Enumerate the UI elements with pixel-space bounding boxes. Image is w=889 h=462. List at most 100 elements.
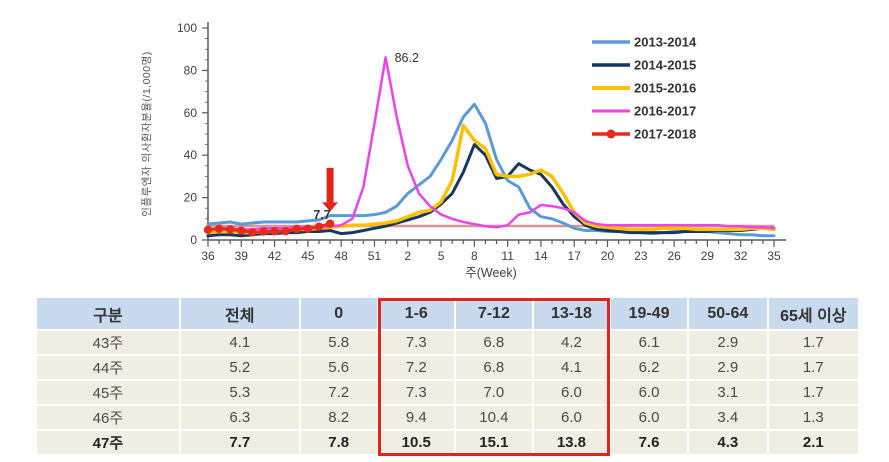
column-header: 1-6 xyxy=(377,298,456,331)
table-cell: 6.0 xyxy=(532,405,612,431)
column-header: 7-12 xyxy=(454,298,534,331)
legend-label: 2014-2015 xyxy=(634,58,696,73)
column-header: 13-18 xyxy=(532,298,612,331)
table-cell: 1.7 xyxy=(767,380,858,406)
ili-weekly-chart: 0 20 40 60 80 100 36 39 42 45 48 51 2 5 8 11 14 17 20 23 26 2… xyxy=(130,6,830,294)
column-header: 0 xyxy=(299,298,379,331)
x-tick-label: 45 xyxy=(301,249,315,263)
y-tick-label: 80 xyxy=(184,63,198,77)
table-cell: 4.1 xyxy=(532,355,612,381)
table-row: 47주 7.7 7.8 10.5 15.1 13.8 7.6 4.3 2.1 xyxy=(37,430,858,456)
table-cell: 3.1 xyxy=(688,380,769,406)
x-tick-label: 26 xyxy=(667,249,681,263)
table-cell: 6.0 xyxy=(610,380,689,406)
table-cell: 6.3 xyxy=(179,405,301,431)
x-tick-label: 11 xyxy=(501,249,514,263)
table-cell: 7.8 xyxy=(299,430,379,456)
y-tick-label: 100 xyxy=(177,21,197,35)
table-cell: 7.7 xyxy=(179,430,301,456)
current-week-arrow xyxy=(322,167,339,212)
column-header: 50-64 xyxy=(688,298,769,331)
table-cell: 6.8 xyxy=(454,330,534,356)
table-cell: 9.4 xyxy=(377,405,456,431)
column-header: 전체 xyxy=(179,298,301,331)
y-tick-label: 60 xyxy=(184,106,198,120)
legend-label: 2015-2016 xyxy=(634,81,696,96)
table-cell: 6.0 xyxy=(610,405,689,431)
table-cell: 47주 xyxy=(37,430,181,456)
x-tick-label: 29 xyxy=(701,249,715,263)
x-tick-label: 48 xyxy=(334,249,348,263)
table-cell: 4.1 xyxy=(179,330,301,356)
column-header: 구분 xyxy=(37,298,181,331)
y-tick-label: 20 xyxy=(184,191,198,205)
table-cell: 1.7 xyxy=(767,355,858,381)
column-header: 19-49 xyxy=(610,298,689,331)
x-tick-label: 2 xyxy=(404,249,411,263)
x-tick-label: 17 xyxy=(568,249,582,263)
table-cell: 10.5 xyxy=(377,430,456,456)
table-row: 43주 4.1 5.8 7.3 6.8 4.2 6.1 2.9 1.7 xyxy=(37,330,858,356)
table-cell: 6.0 xyxy=(532,380,612,406)
y-tick-label: 0 xyxy=(190,233,197,247)
series-2017-2018 xyxy=(203,219,335,237)
table-cell: 46주 xyxy=(37,405,181,431)
table-cell: 7.0 xyxy=(454,380,534,406)
table-row: 45주 5.3 7.2 7.3 7.0 6.0 6.0 3.1 1.7 xyxy=(37,380,858,406)
legend-item-2015-2016: 2015-2016 xyxy=(592,81,696,96)
table-cell: 4.3 xyxy=(688,430,769,456)
table-cell: 8.2 xyxy=(299,405,379,431)
ili-age-group-table: 구분 전체 0 1-6 7-12 13-18 19-49 50-64 65세 이상 43주 4.1 5… xyxy=(37,298,858,456)
annotation-86.2: 86.2 xyxy=(395,51,419,65)
table-cell: 7.2 xyxy=(299,380,379,406)
legend-label: 2016-2017 xyxy=(634,104,696,119)
series-2016-2017 xyxy=(206,56,776,231)
table-cell: 43주 xyxy=(37,330,181,356)
table-cell: 45주 xyxy=(37,380,181,406)
table-cell: 2.9 xyxy=(688,355,769,381)
legend-label: 2017-2018 xyxy=(634,127,696,142)
table-cell: 2.1 xyxy=(767,430,858,456)
table-cell: 6.1 xyxy=(610,330,689,356)
table-cell: 13.8 xyxy=(532,430,612,456)
x-tick-label: 32 xyxy=(734,249,748,263)
table-cell: 5.3 xyxy=(179,380,301,406)
x-tick-label: 35 xyxy=(767,249,781,263)
x-tick-label: 39 xyxy=(235,249,249,263)
table-cell: 5.8 xyxy=(299,330,379,356)
x-tick-label: 42 xyxy=(268,249,282,263)
table-cell: 7.3 xyxy=(377,330,456,356)
legend-item-2016-2017: 2016-2017 xyxy=(592,104,696,119)
table-cell: 44주 xyxy=(37,355,181,381)
y-tick-label: 40 xyxy=(184,148,198,162)
table-row: 44주 5.2 5.6 7.2 6.8 4.1 6.2 2.9 1.7 xyxy=(37,355,858,381)
x-tick-label: 23 xyxy=(634,249,648,263)
table-cell: 15.1 xyxy=(454,430,534,456)
legend-item-2017-2018: 2017-2018 xyxy=(592,127,696,142)
table-cell: 6.8 xyxy=(454,355,534,381)
x-tick-label: 51 xyxy=(368,249,382,263)
y-axis-label: 인플루엔자 의사환자분율(/1,000명) xyxy=(141,51,153,217)
x-tick-label: 20 xyxy=(601,249,615,263)
table-cell: 7.3 xyxy=(377,380,456,406)
x-tick-label: 36 xyxy=(201,249,215,263)
annotation-7.7: 7.7 xyxy=(313,208,330,222)
table-cell: 3.4 xyxy=(688,405,769,431)
ili-chart-svg: 0 20 40 60 80 100 36 39 42 45 48 51 2 5 8 11 14 17 20 23 26 2… xyxy=(141,21,786,280)
table-cell: 1.7 xyxy=(767,330,858,356)
legend-item-2013-2014: 2013-2014 xyxy=(592,35,697,50)
x-tick-label: 14 xyxy=(534,249,548,263)
table-cell: 2.9 xyxy=(688,330,769,356)
table-cell: 10.4 xyxy=(454,405,534,431)
table-cell: 4.2 xyxy=(532,330,612,356)
table-cell: 5.6 xyxy=(299,355,379,381)
table-cell: 6.2 xyxy=(610,355,689,381)
series-2014-2015 xyxy=(206,143,776,238)
table-cell: 5.2 xyxy=(179,355,301,381)
x-tick-label: 5 xyxy=(438,249,445,263)
x-tick-label: 8 xyxy=(471,249,478,263)
ili-age-group-table-wrap: 구분 전체 0 1-6 7-12 13-18 19-49 50-64 65세 이상 43주 4.1 5… xyxy=(37,298,858,456)
table-cell: 1.3 xyxy=(767,405,858,431)
table-header-row: 구분 전체 0 1-6 7-12 13-18 19-49 50-64 65세 이상 xyxy=(37,298,858,331)
